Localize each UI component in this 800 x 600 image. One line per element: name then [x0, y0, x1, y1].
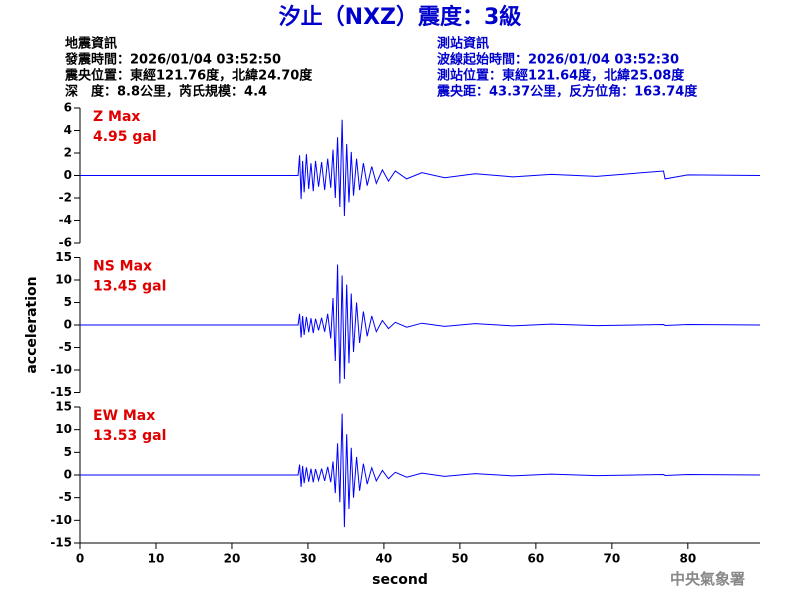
y-tick-label: 10	[55, 273, 72, 287]
y-tick-label: 0	[64, 318, 72, 332]
y-tick-label: -10	[50, 363, 72, 377]
y-tick-label: 0	[64, 168, 72, 182]
x-tick-label: 10	[148, 552, 165, 566]
info-line: 震央位置：東經121.76度，北緯24.70度	[64, 68, 313, 84]
y-tick-label: -2	[59, 191, 72, 205]
x-tick-label: 0	[76, 552, 84, 566]
x-tick-label: 60	[528, 552, 545, 566]
y-tick-label: -6	[59, 236, 72, 250]
y-tick-label: 15	[55, 250, 72, 264]
info-line: 測站位置：東經121.64度，北緯25.08度	[437, 68, 685, 84]
x-tick-label: 20	[224, 552, 241, 566]
info-line: 波線起始時間：2026/01/04 03:52:30	[437, 52, 679, 68]
annotation: Z Max	[93, 109, 140, 125]
y-tick-label: 6	[64, 101, 72, 115]
info-line: 測站資訊	[437, 36, 489, 52]
annotation: NS Max	[93, 259, 152, 275]
waveform	[80, 264, 761, 384]
y-tick-label: 5	[64, 445, 72, 459]
waveform	[80, 119, 761, 217]
y-tick-label: 0	[64, 468, 72, 482]
info-line: 發震時間：2026/01/04 03:52:50	[64, 52, 281, 68]
y-tick-label: 2	[64, 146, 72, 160]
annotation: 13.45 gal	[93, 279, 166, 295]
info-line: 震央距：43.37公里，反方位角：163.74度	[436, 84, 698, 100]
waveform	[80, 413, 761, 528]
y-tick-label: -5	[59, 340, 72, 354]
annotation: 4.95 gal	[93, 129, 157, 145]
x-tick-label: 50	[452, 552, 469, 566]
x-tick-label: 70	[603, 552, 620, 566]
y-tick-label: 15	[55, 400, 72, 414]
y-tick-label: 4	[64, 123, 72, 137]
info-line: 地震資訊	[65, 36, 117, 52]
x-axis-label: second	[372, 572, 428, 588]
y-tick-label: -4	[59, 213, 72, 227]
y-tick-label: 5	[64, 295, 72, 309]
footer: 中央氣象署	[670, 570, 745, 588]
annotation: 13.53 gal	[93, 428, 166, 444]
y-tick-label: 10	[55, 422, 72, 436]
annotation: EW Max	[93, 408, 155, 424]
x-tick-label: 80	[679, 552, 696, 566]
x-tick-label: 40	[376, 552, 393, 566]
y-axis-label: acceleration	[24, 276, 40, 373]
y-tick-label: -15	[50, 385, 72, 399]
y-tick-label: -5	[59, 490, 72, 504]
title: 汐止（NXZ）震度：3級	[279, 4, 522, 30]
y-tick-label: -10	[50, 513, 72, 527]
y-tick-label: -15	[50, 536, 72, 550]
info-line: 深 度：8.8公里，芮氏規模：4.4	[65, 84, 267, 100]
x-tick-label: 30	[300, 552, 317, 566]
